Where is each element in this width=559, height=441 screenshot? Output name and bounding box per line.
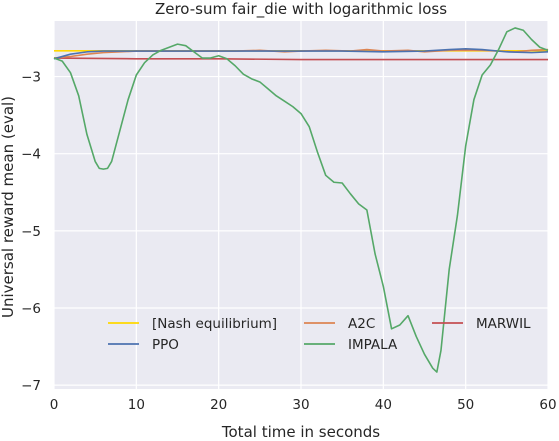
legend-label-marwil: MARWIL	[476, 316, 531, 332]
y-tick-label: −5	[21, 224, 41, 240]
y-axis-label: Universal reward mean (eval)	[0, 96, 17, 318]
x-tick-label: 10	[128, 397, 145, 413]
x-tick-label: 50	[457, 397, 474, 413]
y-tick-label: −4	[21, 147, 41, 163]
chart-title: Zero-sum fair_die with logarithmic loss	[155, 0, 447, 19]
x-tick-label: 0	[50, 397, 59, 413]
x-tick-label: 40	[375, 397, 392, 413]
y-tick-label: −7	[21, 378, 41, 394]
legend-label-impala: IMPALA	[348, 337, 398, 353]
legend-label-a2c: A2C	[348, 316, 375, 332]
legend-label-nash-equilibrium: [Nash equilibrium]	[152, 316, 277, 332]
y-tick-label: −6	[21, 301, 41, 317]
legend: [Nash equilibrium] A2C MARWIL PPO IMPALA	[108, 316, 531, 353]
x-tick-label: 60	[539, 397, 556, 413]
x-tick-label: 20	[210, 397, 227, 413]
series-line-impala	[53, 27, 549, 373]
series-line-ppo	[53, 47, 549, 60]
series-line-marwil	[53, 57, 548, 61]
y-tick-label: −3	[21, 70, 41, 86]
x-axis-label: Total time in seconds	[221, 423, 380, 441]
x-tick-label: 30	[292, 397, 309, 413]
legend-label-ppo: PPO	[152, 337, 179, 353]
